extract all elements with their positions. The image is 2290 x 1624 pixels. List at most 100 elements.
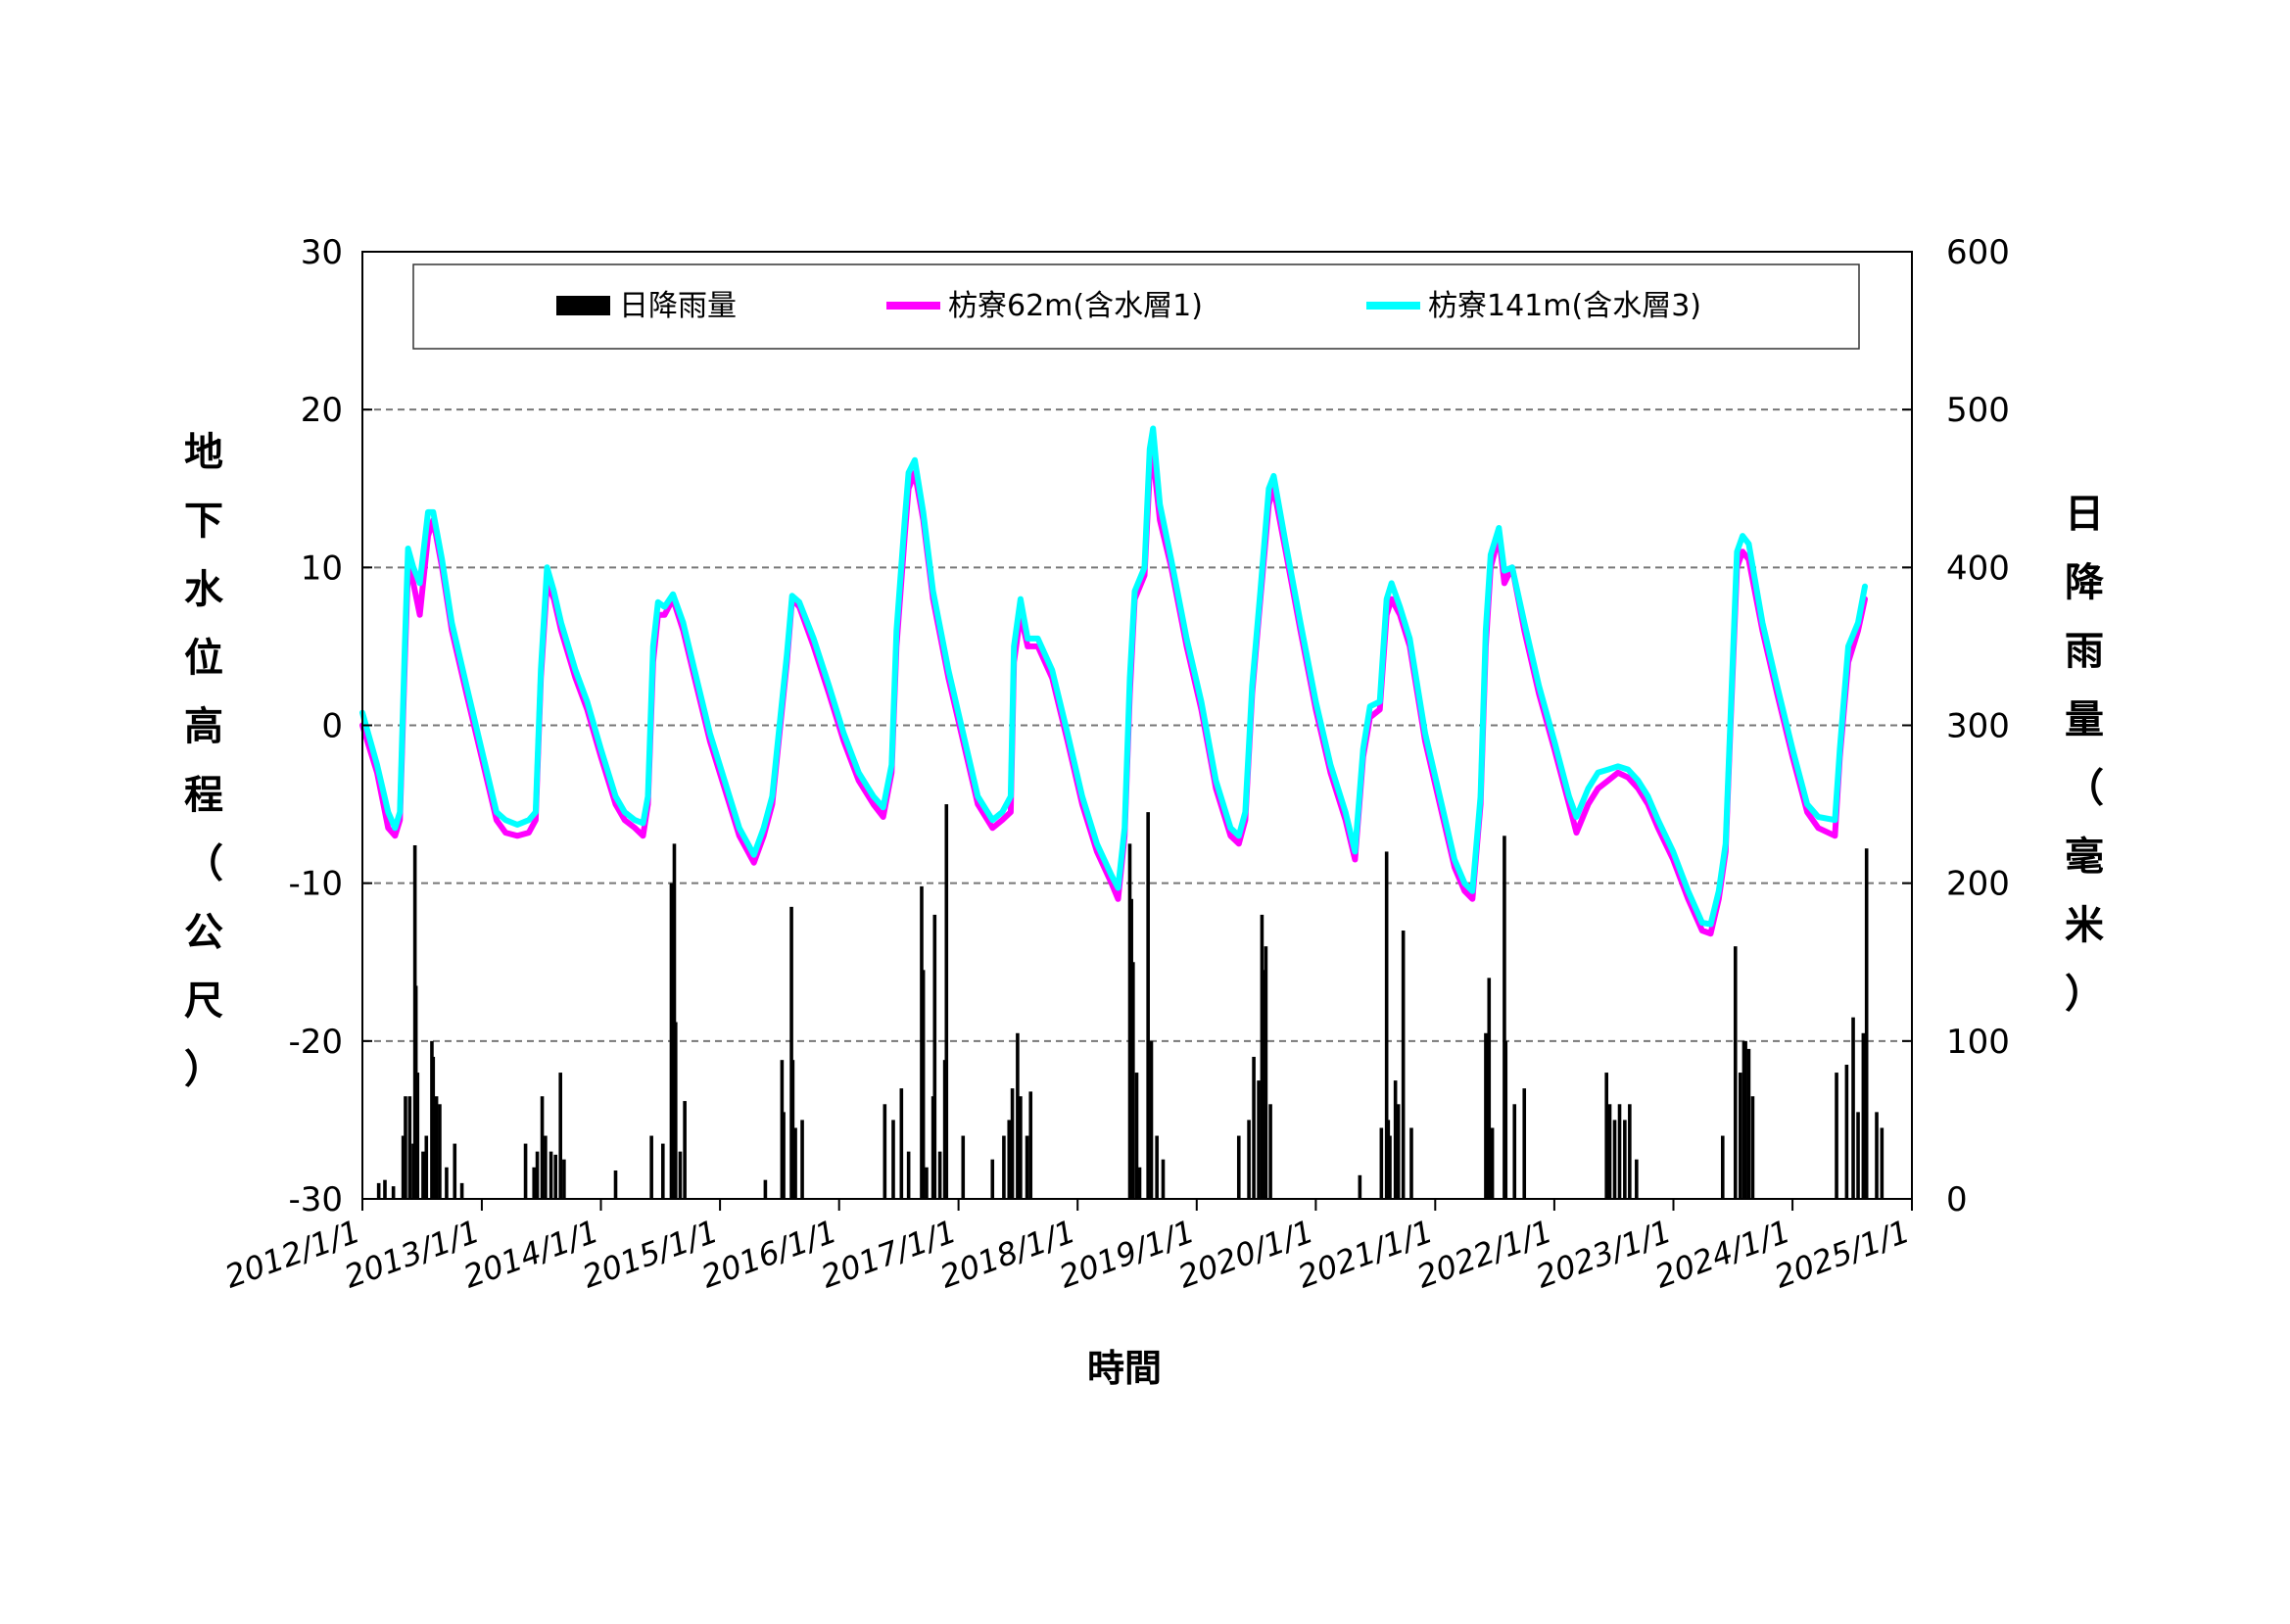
rainfall-bar (1607, 1104, 1612, 1199)
legend-label-62m: 枋寮62m(含水層1) (948, 289, 1203, 323)
rainfall-bar (1358, 1174, 1362, 1199)
rainfall-bar (1612, 1120, 1617, 1199)
x-tick-label: 2019/1/1 (1054, 1213, 1199, 1296)
rainfall-bar (383, 1179, 387, 1199)
rainfall-bar (535, 1151, 540, 1199)
rainfall-bar (1252, 1056, 1256, 1199)
rainfall-bar (453, 1143, 457, 1199)
rainfall-bar (1875, 1112, 1879, 1199)
rainfall-bar (1396, 1104, 1401, 1199)
rainfall-bar (661, 1143, 665, 1199)
rainfall-bar (562, 1159, 566, 1199)
rainfall-bar (1007, 1120, 1012, 1199)
legend-box (412, 263, 1860, 350)
rainfall-bar (1146, 812, 1150, 1199)
rainfall-bar (782, 1112, 786, 1199)
rainfall-bar (1635, 1159, 1639, 1199)
rainfall-bar (790, 1060, 795, 1199)
rainfall-bar (544, 1135, 548, 1199)
y-tick-label-right: 200 (1946, 865, 2010, 904)
y-axis-title-right-char: ） (2065, 972, 2104, 1017)
y-axis-title-left-char: 程 (184, 773, 223, 818)
rainfall-bar (1268, 1104, 1272, 1199)
rainfall-bar (678, 1151, 683, 1199)
y-axis-title-right-char: 降 (2065, 560, 2104, 605)
rainfall-bar (1262, 970, 1265, 1199)
rainfall-bar (445, 1167, 449, 1199)
rainfall-bar (990, 1159, 995, 1199)
rainfall-bar (1025, 1135, 1029, 1199)
rainfall-bar (1835, 1073, 1838, 1199)
rainfall-bar (672, 843, 677, 1199)
x-tick-label: 2015/1/1 (578, 1213, 723, 1296)
rainfall-bar (431, 1056, 436, 1199)
y-tick-label-left: 20 (301, 391, 343, 430)
y-tick-label-right: 100 (1946, 1023, 2010, 1062)
rainfall-bar (1844, 1065, 1849, 1199)
rainfall-bar (1137, 1167, 1142, 1199)
y-tick-label-left: 30 (301, 233, 343, 272)
y-tick-label-left: -30 (288, 1180, 343, 1219)
rainfall-bar (800, 1120, 804, 1199)
rainfall-bar (1750, 1096, 1755, 1199)
rainfall-bar (1628, 1104, 1632, 1199)
legend-label-rain: 日降雨量 (619, 289, 737, 323)
y-axis-title-left-char: 高 (184, 704, 223, 749)
y-axis-title-right-char: （ (2065, 766, 2104, 811)
rainfall-bar (1512, 1104, 1517, 1199)
rainfall-bar (553, 1154, 558, 1199)
y-axis-title-left-char: 尺 (184, 979, 223, 1024)
rainfall-bar (376, 1182, 381, 1199)
rainfall-bar (1019, 1096, 1023, 1199)
rainfall-bar (434, 1096, 439, 1199)
x-tick-label: 2012/1/1 (220, 1213, 365, 1296)
rainfall-bar (1604, 1073, 1608, 1199)
y-axis-title-right-char: 雨 (2065, 629, 2104, 674)
rainfall-bar (1617, 1104, 1622, 1199)
rainfall-bar (673, 1022, 678, 1199)
rainfall-bar (925, 1167, 929, 1199)
rainfall-bar (1623, 1120, 1627, 1199)
x-tick-label: 2020/1/1 (1173, 1213, 1318, 1296)
rainfall-bar (1257, 1080, 1261, 1199)
rainfall-bar (1264, 946, 1268, 1199)
rainfall-bar (1743, 1040, 1747, 1199)
rainfall-bar (415, 1073, 420, 1199)
rainfall-bar (649, 1135, 653, 1199)
y-tick-label-right: 600 (1946, 233, 2010, 272)
y-tick-label-right: 0 (1946, 1180, 1968, 1219)
rainfall-bar (1487, 978, 1492, 1199)
y-tick-label-right: 500 (1946, 391, 2010, 430)
rainfall-bar (1002, 1135, 1006, 1199)
rainfall-bar (1016, 1032, 1020, 1199)
rainfall-bar (540, 1096, 545, 1199)
rainfall-bar (906, 1151, 911, 1199)
rainfall-bar (459, 1182, 464, 1199)
rainfall-bar (1247, 1120, 1251, 1199)
rainfall-bar (683, 1101, 687, 1199)
rainfall-bar (407, 1096, 412, 1199)
x-tick-label: 2025/1/1 (1770, 1213, 1915, 1296)
y-tick-label-right: 300 (1946, 707, 2010, 746)
rainfall-bar (1401, 931, 1406, 1199)
y-axis-title-left-char: 位 (184, 636, 223, 681)
x-tick-label: 2022/1/1 (1412, 1213, 1557, 1296)
rainfall-bars (376, 804, 1884, 1199)
rainfall-bar (921, 970, 926, 1199)
x-tick-label: 2013/1/1 (340, 1213, 485, 1296)
rainfall-bar (1522, 1088, 1527, 1199)
rainfall-bar (1028, 1091, 1033, 1199)
y-axis-title-right-char: 量 (2065, 697, 2104, 742)
y-axis-title-right-char: 毫 (2065, 835, 2104, 880)
rainfall-bar (1393, 1080, 1398, 1199)
rainfall-bar (789, 906, 793, 1199)
rainfall-bar (438, 1104, 442, 1199)
rainfall-bar (1384, 851, 1389, 1199)
rainfall-bar (883, 1104, 887, 1199)
rainfall-bar (1134, 1073, 1139, 1199)
rainfall-bar (944, 804, 949, 1199)
legend: 日降雨量 枋寮62m(含水層1) 枋寮141m(含水層3) (412, 263, 1860, 350)
x-tick-label: 2021/1/1 (1293, 1213, 1438, 1296)
rainfall-bar (1864, 848, 1869, 1199)
